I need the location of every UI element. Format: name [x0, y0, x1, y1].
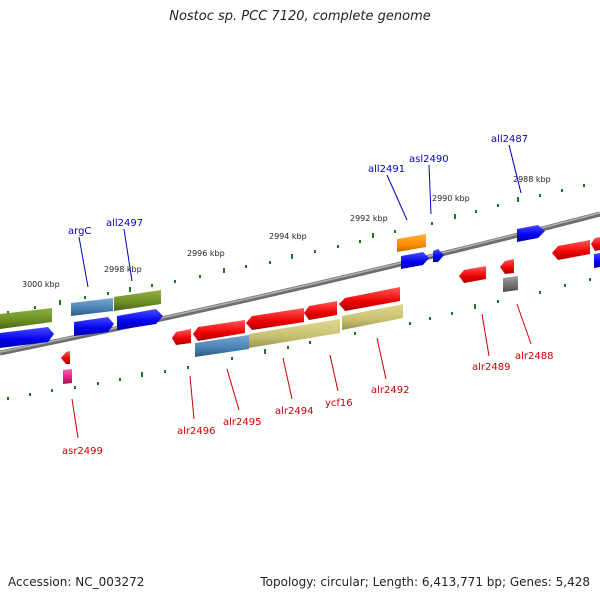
scale-label: 2996 kbp [187, 249, 225, 258]
accession-text: Accession: NC_003272 [8, 575, 145, 589]
map-title: Nostoc sp. PCC 7120, complete genome [169, 9, 431, 24]
gene-arrow[interactable] [246, 308, 304, 330]
gene-arrow[interactable] [249, 319, 340, 348]
scale-label: 2992 kbp [350, 214, 388, 223]
gene-arrow[interactable] [0, 327, 54, 348]
gene-arrow[interactable] [433, 249, 444, 262]
gene-arrow[interactable] [517, 225, 545, 242]
scale-label: 2990 kbp [432, 194, 470, 203]
gene-arrow[interactable] [71, 298, 113, 316]
gene-label-alr2488[interactable]: alr2488 [515, 351, 553, 362]
gene-label-alr2494[interactable]: alr2494 [275, 406, 313, 417]
gene-arrow[interactable] [397, 234, 426, 252]
gene-arrow[interactable] [304, 301, 337, 320]
top-label-leaders [78, 144, 522, 288]
bottom-label-leaders [71, 303, 532, 439]
gene-arrow[interactable] [552, 240, 590, 260]
scale-label: 2998 kbp [104, 265, 142, 274]
gene-arrow[interactable] [339, 287, 400, 311]
bottom-tick-row [7, 278, 591, 400]
gene-arrow[interactable] [114, 290, 161, 311]
gene-label-alr2492[interactable]: alr2492 [371, 385, 409, 396]
gene-label-asr2499[interactable]: asr2499 [62, 446, 103, 457]
gene-arrow[interactable] [172, 329, 191, 345]
gene-arrow[interactable] [74, 317, 114, 336]
scale-label: 2988 kbp [513, 175, 551, 184]
gene-label-alr2496[interactable]: alr2496 [177, 426, 215, 437]
genome-backbone [0, 211, 600, 356]
gene-label-all2487[interactable]: all2487 [491, 134, 528, 145]
gene-label-all2491[interactable]: all2491 [368, 164, 405, 175]
reverse-strand-features [0, 225, 600, 348]
gene-label-all2497[interactable]: all2497 [106, 218, 143, 229]
top-tick-row [7, 184, 585, 314]
gene-arrow[interactable] [61, 351, 70, 364]
bottom-gene-labels: asr2499 alr2496 alr2495 alr2494 ycf16 al… [62, 351, 553, 457]
forward-strand-features [61, 237, 600, 384]
gene-label-alr2489[interactable]: alr2489 [472, 362, 510, 373]
gene-arrow[interactable] [594, 253, 600, 268]
gene-label-asl2490[interactable]: asl2490 [409, 154, 449, 165]
gene-arrow[interactable] [459, 266, 486, 283]
gene-label-argC[interactable]: argC [68, 226, 91, 237]
scale-label: 2994 kbp [269, 232, 307, 241]
gene-arrow[interactable] [193, 320, 245, 341]
gene-arrow[interactable] [401, 252, 429, 269]
scale-labels: 3000 kbp 2998 kbp 2996 kbp 2994 kbp 2992… [22, 175, 551, 289]
genome-summary-text: Topology: circular; Length: 6,413,771 bp… [260, 575, 590, 589]
gene-arrow[interactable] [503, 276, 518, 292]
gene-arrow[interactable] [500, 259, 514, 274]
gene-label-alr2495[interactable]: alr2495 [223, 417, 261, 428]
gene-label-ycf16[interactable]: ycf16 [325, 398, 353, 409]
gene-arrow[interactable] [117, 309, 163, 330]
gene-arrow[interactable] [342, 304, 403, 330]
gene-arrow[interactable] [0, 308, 52, 329]
gene-arrow[interactable] [63, 369, 72, 384]
top-gene-labels: argC all2497 all2491 asl2490 all2487 [68, 134, 528, 237]
gene-arrow[interactable] [195, 335, 249, 357]
gene-arrow[interactable] [591, 237, 600, 251]
scale-label: 3000 kbp [22, 280, 60, 289]
